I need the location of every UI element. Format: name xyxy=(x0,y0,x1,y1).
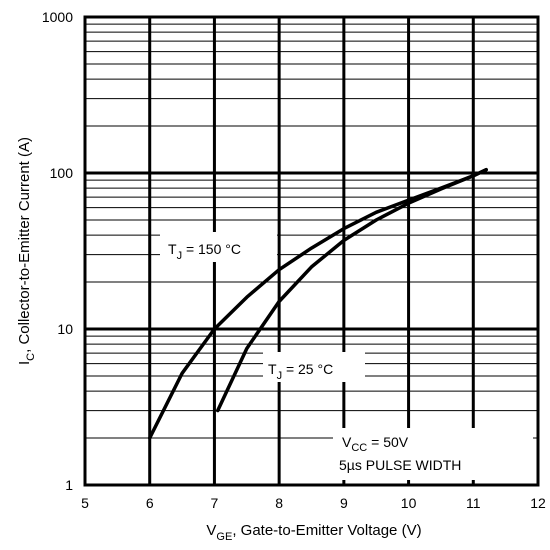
x-tick-label: 7 xyxy=(211,495,219,511)
data-point xyxy=(311,248,312,249)
data-point xyxy=(343,228,344,229)
x-tick-label: 6 xyxy=(146,495,154,511)
series-line-tj-150c xyxy=(150,170,487,438)
data-point xyxy=(279,269,280,270)
series-label-25c-rest: = 25 °C xyxy=(282,361,333,377)
data-point xyxy=(246,348,247,349)
y-axis-label-sub: C xyxy=(25,353,37,361)
vcc-sub: CC xyxy=(351,442,367,454)
y-tick-label: 10 xyxy=(57,321,73,337)
data-point xyxy=(473,175,474,176)
x-axis-label-rest: , Gate-to-Emitter Voltage (V) xyxy=(232,522,421,539)
x-tick-label: 11 xyxy=(466,495,481,511)
data-point xyxy=(217,410,218,411)
data-point xyxy=(279,301,280,302)
data-point xyxy=(376,212,377,213)
data-point xyxy=(376,219,377,220)
y-tick-label: 100 xyxy=(50,165,74,181)
pulse-width-annotation: 5µs PULSE WIDTH xyxy=(339,457,461,473)
y-tick-label: 1000 xyxy=(42,9,73,25)
data-point xyxy=(486,169,487,170)
data-point xyxy=(408,200,409,201)
data-point xyxy=(408,203,409,204)
x-axis-label-main: V xyxy=(206,522,216,539)
x-tick-label: 5 xyxy=(81,495,89,511)
x-axis-label: VGE, Gate-to-Emitter Voltage (V) xyxy=(206,522,421,543)
data-point xyxy=(214,328,215,329)
data-point xyxy=(343,240,344,241)
vcc-rest: = 50V xyxy=(367,434,409,450)
series-layer xyxy=(149,169,487,439)
y-axis-label: IC, Collector-to-Emitter Current (A) xyxy=(16,137,37,365)
plot-frame xyxy=(85,17,538,485)
series-label-150c: TJ = 150 °C xyxy=(160,232,277,262)
y-tick-label: 1 xyxy=(65,477,73,493)
conditions-annotation: VCC = 50V 5µs PULSE WIDTH xyxy=(333,428,533,480)
data-point xyxy=(181,373,182,374)
y-axis-label-rest: , Collector-to-Emitter Current (A) xyxy=(16,137,33,353)
data-point xyxy=(149,437,150,438)
data-point xyxy=(311,266,312,267)
x-tick-label: 10 xyxy=(401,495,417,511)
x-tick-label: 9 xyxy=(340,495,348,511)
data-point xyxy=(440,188,441,189)
x-tick-label: 12 xyxy=(530,495,546,511)
series-label-25c: TJ = 25 °C xyxy=(263,352,365,382)
series-label-150c-rest: = 150 °C xyxy=(182,241,241,257)
data-point xyxy=(246,297,247,298)
x-axis-label-sub: GE xyxy=(216,531,232,543)
major-grid xyxy=(85,17,538,485)
x-tick-label: 8 xyxy=(275,495,283,511)
